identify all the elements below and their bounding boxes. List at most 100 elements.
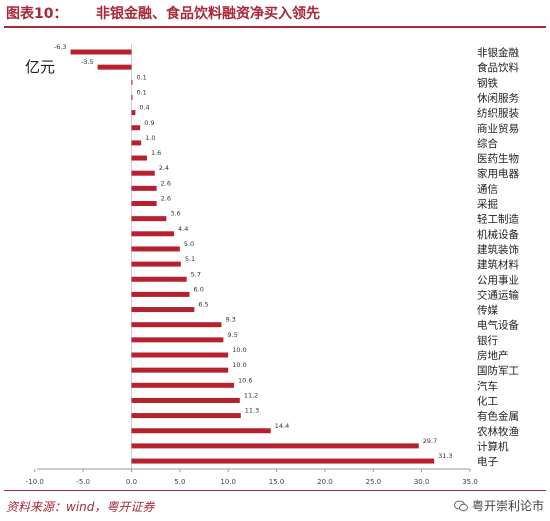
category-label: 电气设备 bbox=[477, 319, 519, 332]
bar bbox=[131, 185, 157, 191]
data-label: 2.6 bbox=[161, 179, 171, 187]
watermark: 粤开崇利论市 bbox=[453, 497, 544, 514]
data-label: 11.2 bbox=[244, 391, 258, 399]
category-label: 商业贸易 bbox=[477, 122, 519, 135]
category-label: 综合 bbox=[477, 137, 498, 150]
bar bbox=[131, 201, 157, 206]
category-label: 钢铁 bbox=[477, 76, 498, 89]
bar bbox=[131, 170, 155, 176]
data-label: 14.4 bbox=[275, 422, 289, 430]
data-label: 1.6 bbox=[151, 149, 161, 157]
data-label: 5.1 bbox=[185, 255, 195, 263]
bar bbox=[131, 367, 229, 373]
data-label: -3.5 bbox=[81, 58, 94, 66]
category-label: 非银金融 bbox=[477, 46, 519, 59]
footer-divider bbox=[4, 490, 546, 491]
data-label: 0.1 bbox=[136, 88, 146, 96]
x-tick-label: -10.0 bbox=[26, 478, 44, 486]
bar bbox=[131, 125, 141, 131]
data-label: 11.3 bbox=[245, 407, 259, 415]
bar bbox=[131, 261, 181, 267]
bar bbox=[131, 307, 195, 313]
category-label: 通信 bbox=[477, 183, 498, 195]
bar bbox=[131, 216, 167, 222]
bar bbox=[131, 155, 147, 161]
data-label: 3.6 bbox=[170, 210, 180, 218]
bar bbox=[131, 110, 136, 116]
data-label: 10.0 bbox=[232, 361, 246, 369]
bar bbox=[131, 428, 271, 434]
figure-header: 图表10： 非银金融、食品饮料融资净买入领先 bbox=[4, 2, 546, 28]
data-label: 10.0 bbox=[232, 346, 246, 354]
x-tick-label: 25.0 bbox=[365, 478, 381, 486]
category-label: 轻工制造 bbox=[477, 213, 519, 226]
watermark-text: 粤开崇利论市 bbox=[471, 499, 544, 513]
bar bbox=[70, 49, 132, 55]
category-label: 建筑装饰 bbox=[477, 243, 519, 256]
data-label: 29.7 bbox=[423, 437, 437, 445]
category-label: 汽车 bbox=[477, 379, 498, 392]
category-label: 机械设备 bbox=[477, 228, 519, 241]
x-tick-label: 10.0 bbox=[220, 478, 236, 486]
data-label: 0.1 bbox=[136, 73, 146, 81]
category-label: 食品饮料 bbox=[477, 61, 519, 74]
data-label: 9.5 bbox=[227, 331, 237, 339]
data-label: 10.6 bbox=[238, 376, 252, 384]
bar bbox=[131, 276, 187, 282]
bar bbox=[131, 382, 235, 388]
category-label: 公用事业 bbox=[477, 273, 519, 286]
x-tick-label: 30.0 bbox=[414, 478, 430, 486]
bar bbox=[131, 458, 435, 464]
bar bbox=[131, 337, 224, 343]
data-label: 31.3 bbox=[438, 452, 452, 460]
x-tick-label: 5.0 bbox=[174, 478, 185, 486]
category-label: 计算机 bbox=[477, 440, 509, 453]
data-label: 0.9 bbox=[144, 119, 154, 127]
bar bbox=[131, 231, 175, 237]
x-tick-label: 20.0 bbox=[317, 478, 333, 486]
figure-title: 非银金融、食品饮料融资净买入领先 bbox=[96, 6, 320, 22]
x-tick-label: -5.0 bbox=[76, 478, 90, 486]
category-label: 化工 bbox=[477, 394, 498, 407]
category-label: 交通运输 bbox=[477, 288, 519, 301]
category-label: 家用电器 bbox=[477, 167, 519, 180]
figure-label: 图表10： bbox=[6, 6, 68, 22]
category-label: 国防军工 bbox=[477, 364, 519, 377]
data-label: 5.7 bbox=[191, 270, 201, 278]
data-label: 9.3 bbox=[225, 316, 235, 324]
data-label: 2.4 bbox=[159, 164, 169, 172]
category-label: 房地产 bbox=[477, 349, 509, 362]
bar bbox=[131, 397, 240, 403]
x-tick-label: 15.0 bbox=[269, 478, 285, 486]
bar-chart: 亿元 -6.3 非银金融 -3.5 食品饮料 0.1 钢铁 0.1 休闲服务 0.4 纺织服装 0.9… bbox=[25, 43, 519, 486]
category-label: 建筑材料 bbox=[477, 258, 519, 271]
category-label: 银行 bbox=[477, 334, 498, 347]
bar bbox=[131, 79, 133, 85]
unit-label: 亿元 bbox=[25, 58, 55, 76]
bar bbox=[131, 352, 229, 358]
category-label: 农林牧渔 bbox=[477, 425, 519, 438]
bar bbox=[97, 64, 132, 70]
data-label: 2.6 bbox=[161, 195, 171, 203]
source-note: 资料来源：wind，粤开证券 bbox=[6, 500, 155, 514]
x-tick-label: 0.0 bbox=[126, 478, 137, 486]
category-label: 休闲服务 bbox=[477, 91, 519, 104]
category-label: 医药生物 bbox=[477, 152, 519, 165]
x-tick-label: 35.0 bbox=[462, 478, 478, 486]
data-label: 5.0 bbox=[184, 240, 194, 248]
wechat-icon bbox=[453, 500, 468, 511]
data-label: 0.4 bbox=[139, 104, 149, 112]
category-label: 传媒 bbox=[477, 304, 498, 317]
data-label: 6.5 bbox=[198, 301, 208, 309]
category-label: 电子 bbox=[477, 455, 498, 468]
data-label: -6.3 bbox=[54, 43, 67, 51]
bar bbox=[131, 443, 419, 449]
bar bbox=[131, 322, 222, 328]
bar bbox=[131, 291, 190, 297]
category-label: 纺织服装 bbox=[477, 107, 519, 120]
category-label: 有色金属 bbox=[477, 410, 519, 423]
data-label: 6.0 bbox=[194, 285, 204, 293]
bar bbox=[131, 246, 180, 252]
bar bbox=[131, 413, 241, 419]
category-label: 采掘 bbox=[477, 198, 498, 211]
